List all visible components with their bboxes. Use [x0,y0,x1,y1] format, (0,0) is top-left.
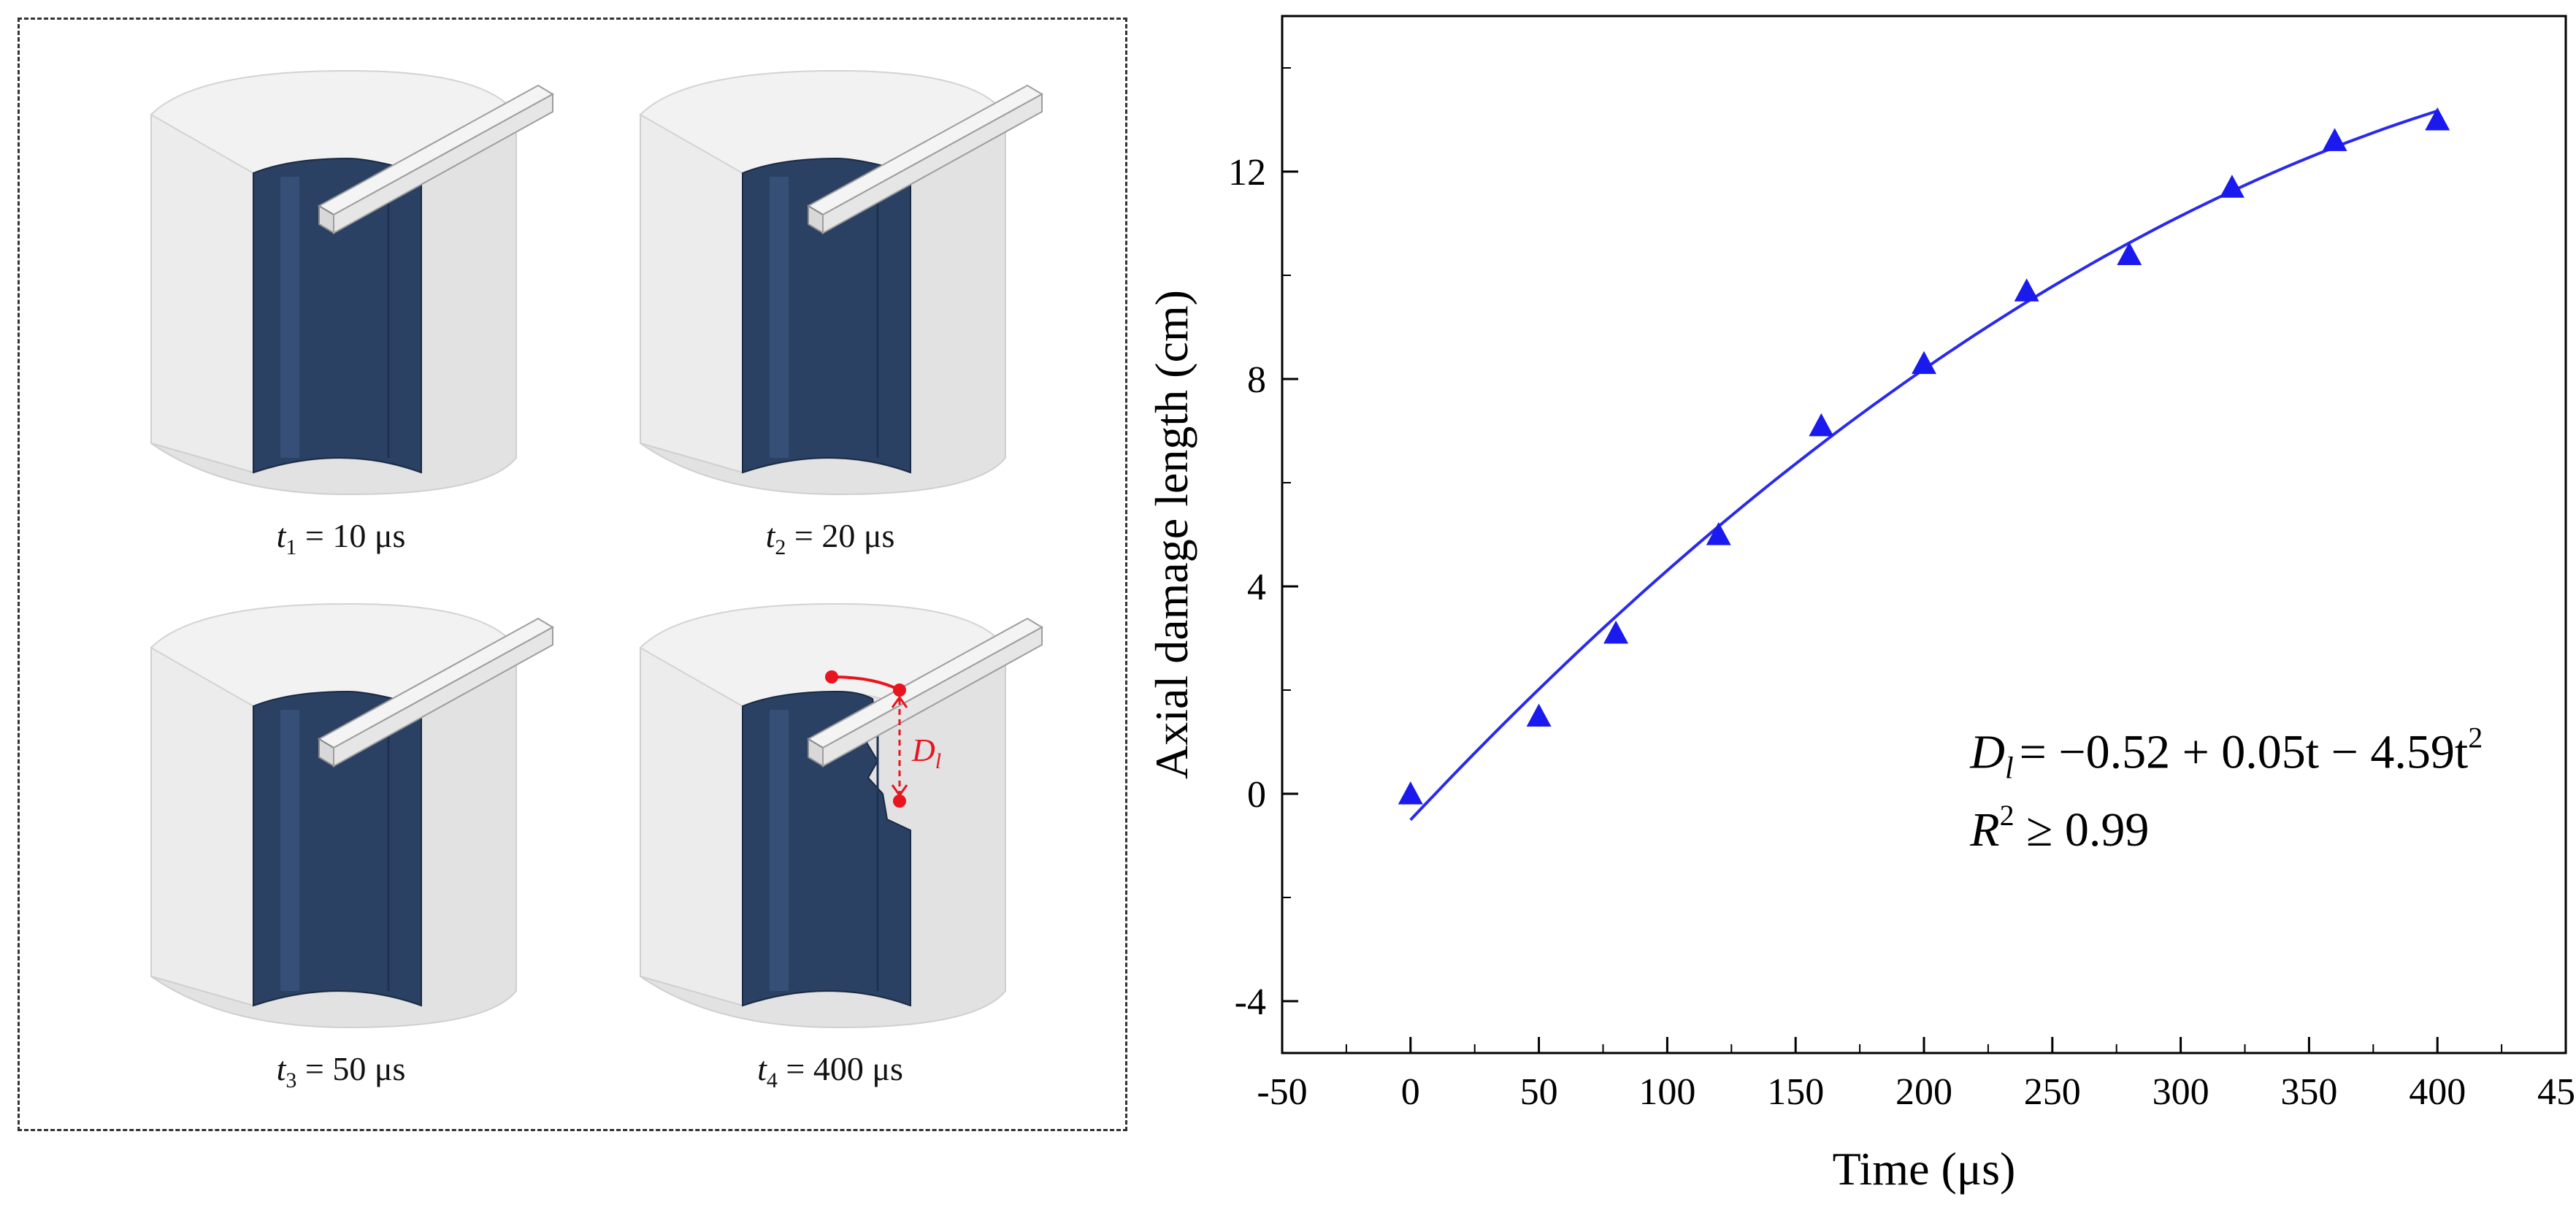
cylinder-view-4: Dl t4 = 400 μs [597,582,1064,1108]
y-tick-label: 12 [1228,152,1266,194]
x-tick-label: 450 [2537,1071,2576,1113]
data-point [1706,522,1731,545]
cylinder-4-drawing: Dl [639,602,1044,1029]
data-point [2425,107,2450,131]
x-tick-label: 250 [2024,1071,2081,1113]
marker-point [893,684,906,697]
caption-4: t4 = 400 μs [757,1050,903,1093]
x-tick-label: 50 [1520,1071,1558,1113]
damage-chart: -50 0 50 100 150 200 250 300 350 400 450 -4 0 4 8 12 Ti… [1139,0,2576,1225]
charge-bar-side [822,93,1043,234]
plot-frame [1281,15,2567,1054]
data-point [2322,128,2347,151]
x-tick-label: 100 [1638,1071,1695,1113]
data-point [1912,351,1936,375]
damage-length-label: Dl [911,732,941,773]
rock-left-face [150,113,254,474]
rock-left-face [640,646,743,1007]
marker-point [825,670,838,684]
data-point [1398,781,1423,805]
fit-curve [1409,109,2438,822]
y-tick-label: -4 [1235,981,1266,1023]
data-point [2014,278,2039,302]
caption-3: t3 = 50 μs [276,1050,406,1093]
simulation-panel: t1 = 10 μs t2 = 20 μs t3 = 50 μs Dl t4 =… [18,18,1127,1131]
x-tick-label: 200 [1895,1071,1952,1113]
y-axis-label: Axial damage length (cm) [1146,290,1197,779]
x-tick-label: 150 [1767,1071,1824,1113]
caption-2: t2 = 20 μs [765,517,895,560]
rock-left-face [150,646,254,1007]
data-point [1526,703,1552,727]
x-tick-label: 400 [2409,1071,2466,1113]
charge-bar-side [822,626,1043,767]
cylinder-1-drawing [150,69,555,496]
fit-equation: Dl = −0.52 + 0.05t − 4.59t2 [1969,721,2483,786]
marker-point [893,795,906,808]
x-tick-label: -50 [1257,1071,1307,1113]
data-point [1603,620,1629,644]
data-point [2219,175,2245,198]
y-tick-label: 8 [1247,359,1266,401]
cylinder-view-1: t1 = 10 μs [107,49,575,575]
charge-bar-side [333,626,553,767]
y-tick-label: 0 [1247,774,1266,816]
x-tick-label: 350 [2280,1071,2337,1113]
caption-1: t1 = 10 μs [276,517,406,560]
x-tick-label: 0 [1401,1071,1420,1113]
r-squared-label: R2 ≥ 0.99 [1969,799,2149,857]
x-tick-label: 300 [2153,1071,2209,1113]
cylinder-3-drawing [150,602,555,1029]
x-axis-label: Time (μs) [1833,1143,2016,1195]
cylinder-view-2: t2 = 20 μs [597,49,1064,575]
cylinder-view-3: t3 = 50 μs [107,582,575,1108]
data-point [2117,242,2142,266]
cylinder-2-drawing [639,69,1044,496]
y-tick-label: 4 [1247,567,1266,608]
charge-bar-side [333,93,553,234]
rock-left-face [640,113,743,474]
data-point [1809,413,1834,437]
damage-length-annotation: Dl [825,670,941,808]
